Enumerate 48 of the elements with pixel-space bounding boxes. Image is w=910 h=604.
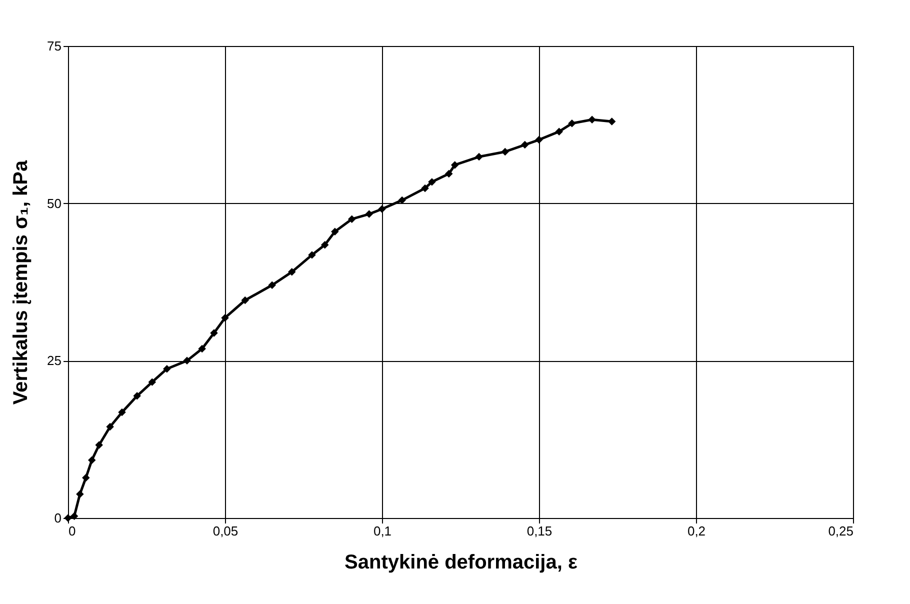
- point: [588, 116, 596, 124]
- point: [365, 210, 373, 218]
- point: [331, 228, 339, 236]
- point: [450, 161, 459, 169]
- x-tick-label: 0,25: [828, 524, 854, 538]
- y-tick-label: 25: [47, 353, 62, 368]
- point: [308, 251, 316, 259]
- point: [133, 392, 141, 400]
- y-tick-label: 75: [47, 38, 62, 54]
- point: [501, 148, 509, 156]
- point: [428, 178, 436, 186]
- point: [520, 140, 529, 149]
- point: [568, 120, 576, 128]
- point: [535, 136, 543, 144]
- point: [106, 422, 114, 431]
- point: [82, 474, 90, 482]
- x-axis-title: Santykinė deformacija, ε: [344, 552, 578, 574]
- point: [88, 456, 96, 464]
- point: [608, 118, 616, 126]
- point: [118, 408, 126, 416]
- point: [421, 184, 429, 192]
- point: [76, 490, 84, 498]
- point: [221, 314, 229, 322]
- point: [198, 344, 206, 353]
- point: [288, 268, 296, 276]
- point: [268, 281, 276, 290]
- point: [378, 205, 386, 213]
- point: [320, 240, 329, 249]
- point: [475, 152, 483, 161]
- point: [148, 378, 156, 386]
- x-tick-label: 0: [68, 524, 76, 538]
- point: [64, 514, 72, 522]
- point: [183, 356, 191, 365]
- y-axis-title: Vertikalus įtempis σ₁, kPa: [10, 159, 32, 405]
- point: [70, 512, 78, 520]
- x-tick-label: 0,2: [687, 524, 706, 538]
- x-tick-label: 0,05: [212, 524, 238, 538]
- y-tick-label: 50: [47, 196, 62, 211]
- point: [95, 441, 103, 449]
- y-tick-label: 0: [54, 510, 62, 526]
- point: [163, 364, 171, 373]
- x-tick-label: 0,1: [373, 524, 392, 538]
- point: [241, 296, 249, 304]
- point: [210, 329, 218, 337]
- point: [445, 170, 453, 178]
- point: [555, 128, 563, 136]
- x-tick-label: 0,15: [526, 524, 552, 538]
- point: [348, 215, 356, 223]
